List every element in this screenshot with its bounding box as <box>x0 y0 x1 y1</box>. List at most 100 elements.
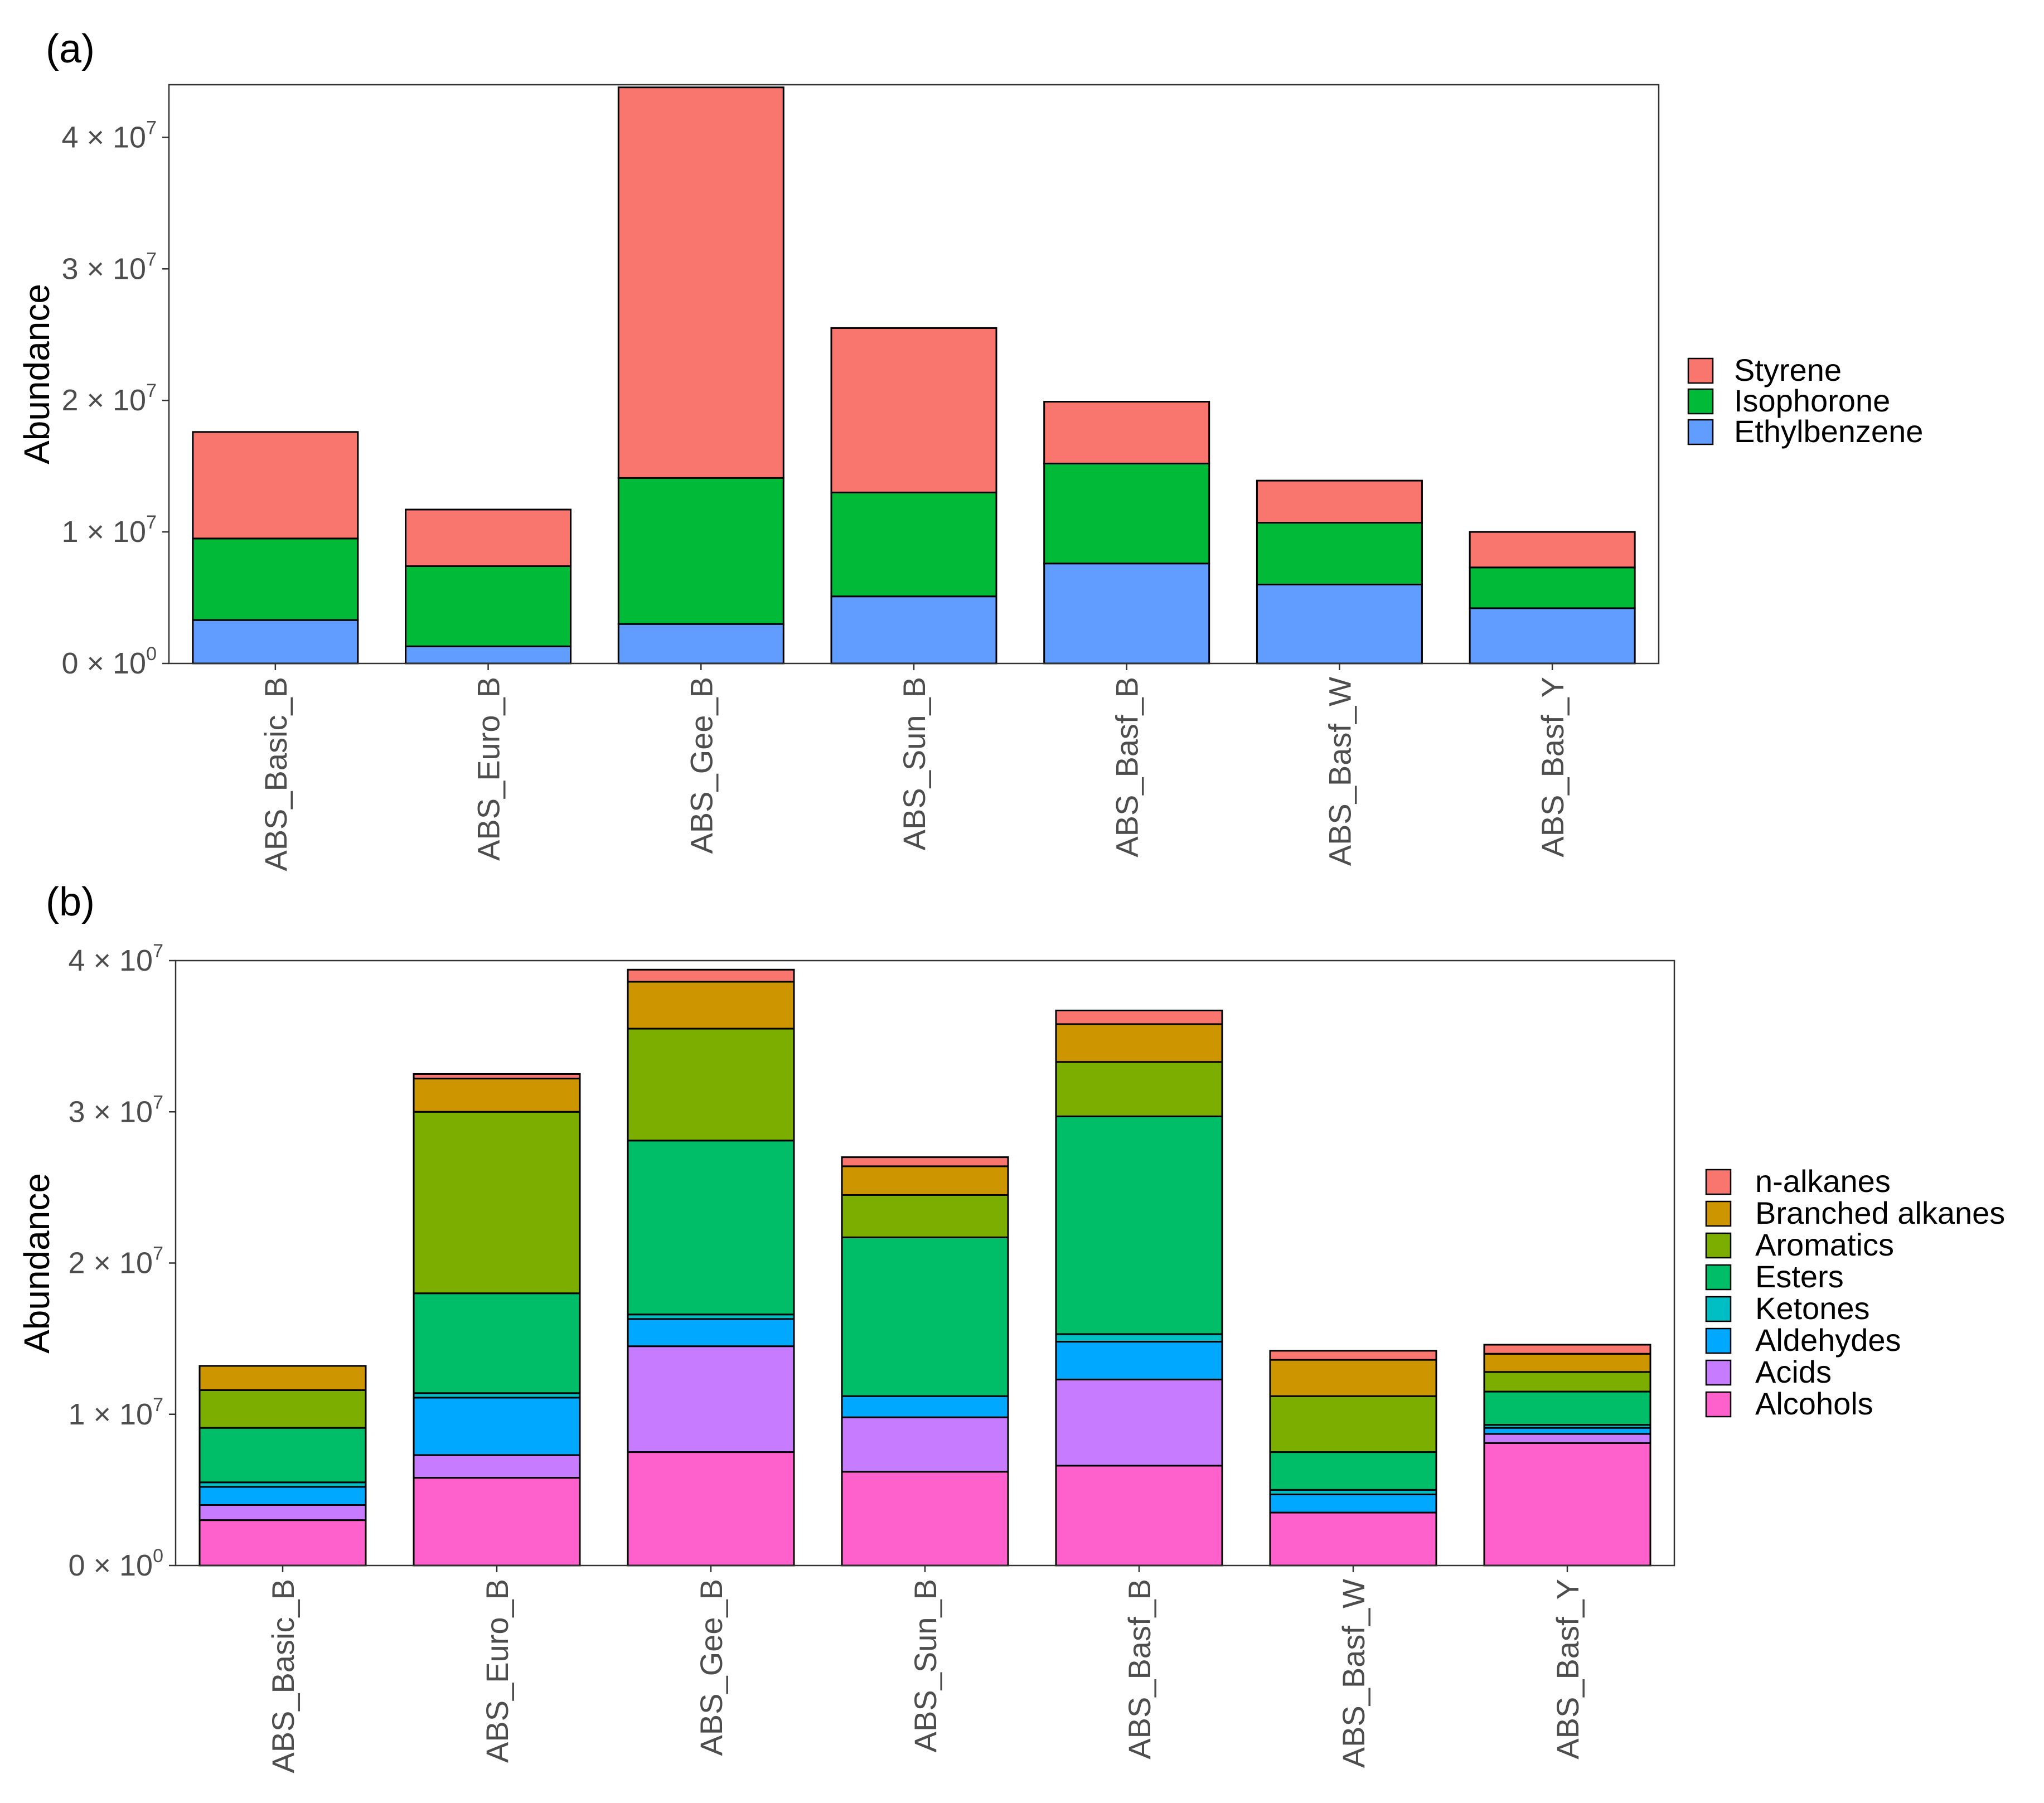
bar-segment <box>1469 566 1636 609</box>
bar-segment <box>1269 1511 1437 1567</box>
bar-segment <box>1055 1465 1223 1567</box>
y-tick-label: 3 × 107 <box>61 249 157 285</box>
x-tick-label: ABS_Euro_B <box>471 677 506 861</box>
bar-segment <box>617 623 784 665</box>
legend-label: Styrene <box>1734 352 1842 387</box>
y-tick-label: 4 × 107 <box>68 941 163 977</box>
y-tick-label: 1 × 107 <box>68 1394 163 1431</box>
bar-segment <box>627 1318 795 1348</box>
bar-segment <box>413 1292 581 1394</box>
bar-segment <box>413 1078 581 1113</box>
bar-segment <box>1043 563 1210 665</box>
x-tick-label: ABS_Basf_B <box>1122 1579 1157 1760</box>
bar-segment <box>405 645 572 665</box>
legend-swatch <box>1705 1169 1732 1195</box>
bar-segment <box>1483 1353 1651 1373</box>
bar-segment <box>1055 1061 1223 1117</box>
x-tick-label: ABS_Basic_B <box>265 1579 301 1773</box>
bar-segment <box>841 1236 1009 1397</box>
bar-segment <box>617 477 784 625</box>
x-tick-label: ABS_Gee_B <box>684 677 719 854</box>
bar-segment <box>413 1477 581 1567</box>
bar-segment <box>198 1486 367 1506</box>
y-tick-label: 1 × 107 <box>61 512 157 549</box>
x-tick-label: ABS_Basic_B <box>258 677 293 871</box>
bar-segment <box>841 1165 1009 1196</box>
bar-segment <box>1469 531 1636 569</box>
y-tick-label: 0 × 100 <box>61 643 157 680</box>
bar-segment <box>830 327 997 493</box>
bar-segment <box>1269 1395 1437 1453</box>
bar-segment <box>627 1451 795 1567</box>
x-tick-label: ABS_Basf_W <box>1336 1579 1371 1768</box>
legend-swatch <box>1687 357 1714 384</box>
x-tick-label: ABS_Basf_Y <box>1550 1579 1585 1760</box>
panel-b: (b) Abundance 0 × 100 1 × 107 2 × 107 3 × 107… <box>17 880 2005 1773</box>
bar-segment <box>1483 1371 1651 1393</box>
bar-segment <box>617 86 784 479</box>
bar-segment <box>198 1504 367 1521</box>
bar-segment <box>627 968 795 983</box>
legend-swatch <box>1705 1264 1732 1291</box>
bar-segment <box>413 1111 581 1295</box>
bar-segment <box>1256 479 1423 524</box>
legend-label: Isophorone <box>1734 383 1890 418</box>
panel-a: (a) Abundance 0 × 100 1 × 107 2 × 107 3 × 107… <box>17 27 1923 871</box>
legend-swatch <box>1705 1327 1732 1354</box>
legend-swatch <box>1705 1296 1732 1322</box>
bar-segment <box>1043 462 1210 565</box>
y-tick-label: 4 × 107 <box>61 117 157 154</box>
bar-segment <box>1483 1427 1651 1435</box>
bar-segment <box>413 1454 581 1479</box>
bar-segment <box>841 1156 1009 1167</box>
bar-segment <box>1043 401 1210 464</box>
bar-segment <box>192 619 359 665</box>
x-tick-label: ABS_Sun_B <box>897 677 932 850</box>
x-tick-label: ABS_Basf_B <box>1110 677 1145 857</box>
legend-swatch <box>1705 1200 1732 1227</box>
bar-segment <box>198 1519 367 1567</box>
legend-swatch <box>1687 419 1714 445</box>
bar-segment <box>1483 1442 1651 1567</box>
bar-segment <box>1269 1350 1437 1361</box>
y-tick-label: 3 × 107 <box>68 1092 163 1128</box>
x-tick-label: ABS_Sun_B <box>908 1579 943 1752</box>
legend-label: Ketones <box>1755 1291 1870 1326</box>
bar-segment <box>198 1365 367 1391</box>
legend-label: Alcohols <box>1755 1386 1873 1421</box>
x-tick-label: ABS_Basf_Y <box>1535 677 1570 857</box>
bar-segment <box>192 537 359 621</box>
y-axis-title: Abundance <box>17 284 57 464</box>
y-tick-label: 2 × 107 <box>68 1243 163 1280</box>
legend-swatch <box>1705 1232 1732 1259</box>
legend-label: Acids <box>1755 1354 1832 1389</box>
legend-label: Ethylbenzene <box>1734 414 1923 449</box>
bar-segment <box>1269 1359 1437 1397</box>
bar-segment <box>1256 583 1423 665</box>
bar-segment <box>192 431 359 540</box>
y-tick-label: 0 × 100 <box>68 1545 163 1582</box>
bar-segment <box>627 1345 795 1453</box>
y-axis-title: Abundance <box>17 1173 57 1354</box>
x-tick-label: ABS_Gee_B <box>694 1579 729 1756</box>
legend-label: Esters <box>1755 1259 1844 1294</box>
bar-segment <box>1055 1023 1223 1063</box>
bar-segment <box>405 508 572 567</box>
bar-segment <box>627 1140 795 1316</box>
panel-label: (b) <box>46 880 95 924</box>
bar-segment <box>1055 1341 1223 1380</box>
bar-segment <box>405 565 572 647</box>
bar-segment <box>1055 1333 1223 1343</box>
bar-segment <box>1256 522 1423 585</box>
bar-segment <box>1483 1390 1651 1426</box>
legend-label: Aromatics <box>1755 1227 1894 1262</box>
legend-swatch <box>1705 1391 1732 1418</box>
panel-label: (a) <box>46 27 95 71</box>
bar-segment <box>413 1073 581 1080</box>
bar-segment <box>841 1395 1009 1418</box>
legend-label: Aldehydes <box>1755 1322 1901 1358</box>
bar-segment <box>1055 1378 1223 1467</box>
bar-segment <box>1055 1115 1223 1335</box>
bar-segment <box>1483 1433 1651 1444</box>
